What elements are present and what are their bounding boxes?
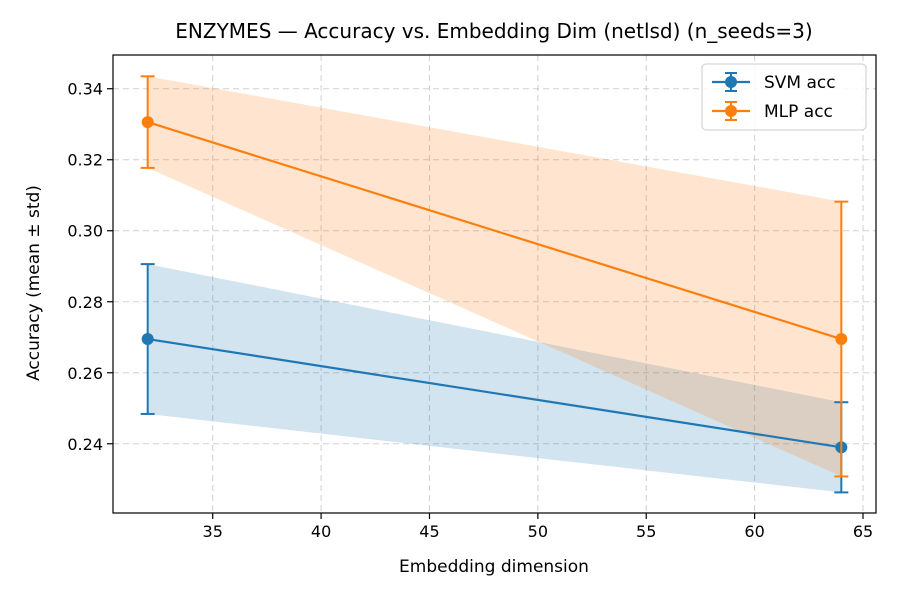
y-tick-label: 0.24 — [67, 435, 103, 454]
legend-marker — [725, 76, 737, 88]
x-tick-label: 40 — [311, 522, 331, 541]
x-tick-label: 45 — [419, 522, 439, 541]
y-tick-label: 0.30 — [67, 222, 103, 241]
legend-label: SVM acc — [764, 73, 836, 93]
data-point — [835, 333, 848, 346]
legend-label: MLP acc — [764, 102, 833, 122]
x-tick-label: 60 — [744, 522, 764, 541]
plot-area: 35 40 45 50 55 60 65 0.24 0.26 0.28 0.30 0.32 0.34 — [67, 54, 877, 541]
y-axis-label: Accuracy (mean ± std) — [24, 185, 44, 381]
x-tick-label: 55 — [636, 522, 656, 541]
data-point — [141, 116, 154, 129]
std-band — [147, 264, 842, 493]
x-tick-label: 50 — [528, 522, 548, 541]
legend-box — [701, 63, 867, 131]
series-line — [147, 121, 842, 341]
x-tick-label: 35 — [203, 522, 223, 541]
x-tick-label: 65 — [853, 522, 873, 541]
series-line — [147, 337, 842, 449]
legend: SVM acc MLP acc — [701, 63, 867, 131]
chart-title: ENZYMES — Accuracy vs. Embedding Dim (ne… — [175, 19, 812, 43]
y-tick-label: 0.32 — [67, 151, 103, 170]
y-tick-label: 0.26 — [67, 364, 103, 383]
y-tick-label: 0.28 — [67, 293, 103, 312]
legend-marker — [725, 105, 737, 117]
y-tick-label: 0.34 — [67, 80, 103, 99]
data-point — [141, 333, 154, 346]
x-axis-label: Embedding dimension — [399, 557, 589, 577]
axes-frame — [112, 54, 877, 514]
